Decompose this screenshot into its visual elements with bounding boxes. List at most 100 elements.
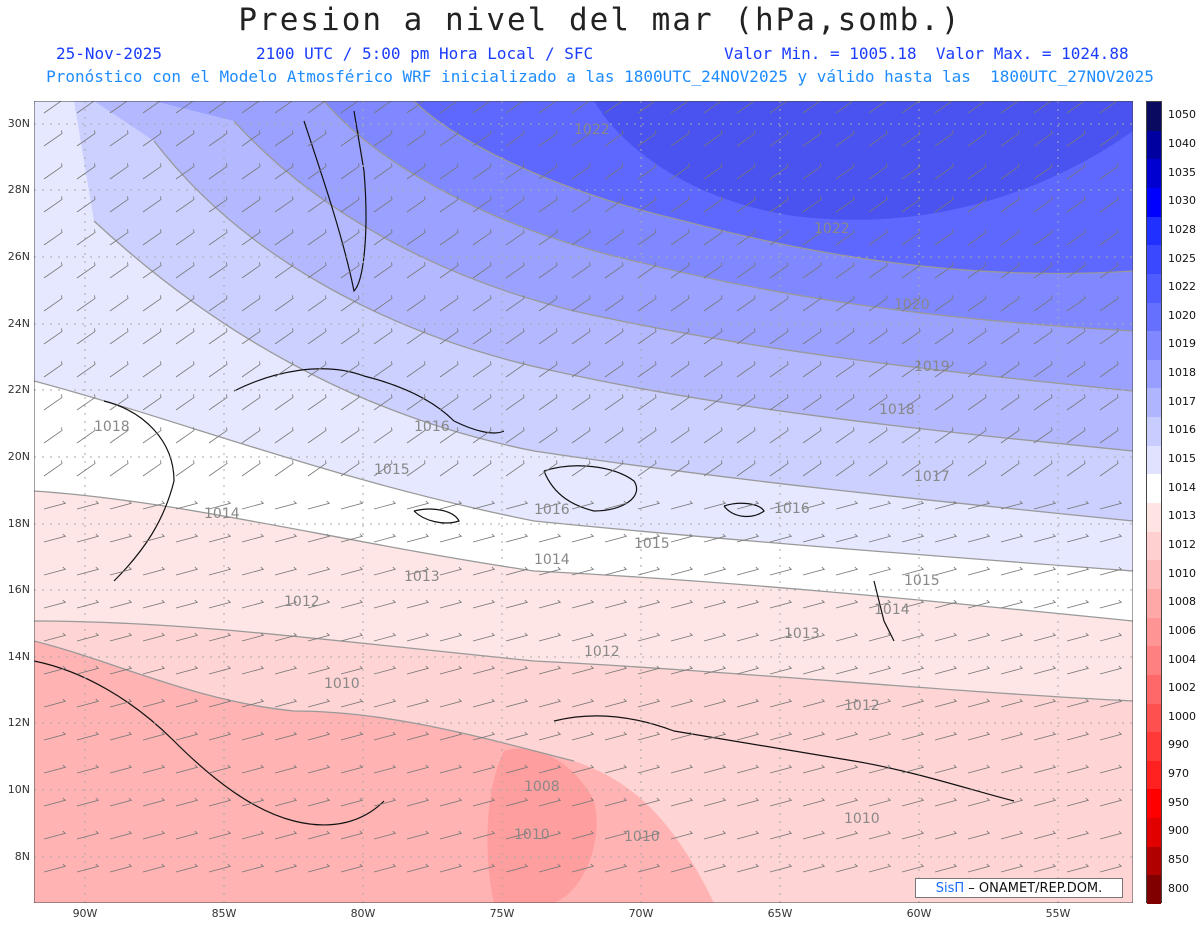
wind-barb	[373, 394, 393, 411]
colorbar-segment	[1147, 130, 1161, 160]
wind-barb	[1066, 229, 1086, 246]
wind-barb	[76, 163, 96, 180]
wind-barb	[472, 101, 491, 114]
wind-barb	[802, 328, 822, 345]
lon-label: 70W	[628, 907, 654, 920]
wind-barb	[637, 500, 661, 510]
wind-barb	[439, 764, 463, 774]
wind-barb	[967, 830, 991, 840]
wind-barb	[439, 427, 459, 444]
contour-label: 1022	[574, 122, 610, 138]
wind-barb	[109, 295, 129, 312]
contour-label: 1010	[514, 827, 550, 843]
wind-barb	[1099, 262, 1119, 279]
wind-barb	[1066, 361, 1086, 378]
wind-barb	[241, 533, 265, 543]
wind-barb	[76, 599, 100, 609]
wind-barb	[1033, 163, 1053, 180]
wind-barb	[406, 599, 430, 609]
wind-barb	[406, 533, 430, 543]
colorbar-segment	[1147, 846, 1161, 876]
wind-barb	[901, 163, 921, 180]
wind-barb	[670, 361, 690, 378]
wind-barb	[241, 361, 261, 378]
wind-barb	[307, 797, 331, 807]
wind-barb	[1000, 731, 1024, 741]
wind-barb	[703, 295, 723, 312]
wind-barb	[604, 295, 624, 312]
wind-barb	[241, 731, 265, 741]
wind-barb	[76, 863, 100, 873]
wind-barb	[439, 731, 463, 741]
wind-barb	[571, 698, 595, 708]
wind-barb	[76, 196, 96, 213]
wind-barb	[736, 130, 756, 147]
lat-label: 30N	[7, 117, 30, 130]
wind-barb	[967, 797, 991, 807]
wind-barb	[505, 262, 525, 279]
lon-label: 65W	[767, 907, 793, 920]
wind-barb	[703, 533, 727, 543]
wind-barb	[835, 262, 855, 279]
wind-barb	[538, 394, 558, 411]
wind-barb	[472, 665, 496, 675]
wind-barb	[109, 130, 129, 147]
wind-barb	[967, 599, 991, 609]
wind-barb	[76, 328, 96, 345]
wind-barb	[670, 731, 694, 741]
wind-barb	[868, 196, 888, 213]
wind-barb	[934, 328, 954, 345]
colorbar-segment	[1147, 760, 1161, 790]
wind-barb	[472, 830, 496, 840]
wind-barb	[901, 101, 920, 114]
wind-barb	[835, 196, 855, 213]
wind-barb	[703, 394, 723, 411]
wind-barb	[538, 533, 562, 543]
wind-barb	[571, 130, 591, 147]
wind-barb	[505, 229, 525, 246]
wind-barb	[736, 394, 756, 411]
colorbar-segment	[1147, 273, 1161, 303]
colorbar	[1146, 101, 1162, 905]
wind-barb	[604, 130, 624, 147]
wind-barb	[373, 665, 397, 675]
wind-barb	[1099, 731, 1123, 741]
contour-label: 1012	[844, 698, 880, 714]
contour-label: 1018	[879, 402, 915, 418]
wind-barb	[604, 196, 624, 213]
wind-barb	[175, 632, 199, 642]
wind-barb	[340, 361, 360, 378]
wind-barb	[835, 863, 859, 873]
wind-barb	[142, 500, 166, 510]
wind-barb	[142, 863, 166, 873]
wind-barb	[703, 665, 727, 675]
wind-barb	[439, 229, 459, 246]
wind-barb	[76, 394, 96, 411]
wind-barb	[142, 731, 166, 741]
wind-barb	[769, 863, 793, 873]
wind-barb	[274, 797, 298, 807]
wind-barb	[802, 196, 822, 213]
wind-barb	[1000, 698, 1024, 708]
wind-barb	[1000, 830, 1024, 840]
wind-barb	[637, 665, 661, 675]
wind-barb	[868, 460, 888, 477]
wind-barb	[901, 764, 925, 774]
wind-barb	[109, 665, 133, 675]
lat-label: 22N	[7, 383, 30, 396]
wind-barb	[439, 328, 459, 345]
wind-barb	[802, 731, 826, 741]
wind-barb	[142, 632, 166, 642]
wind-barb	[241, 863, 265, 873]
lat-label: 26N	[7, 250, 30, 263]
wind-barb	[967, 130, 987, 147]
wind-barb	[967, 101, 986, 114]
wind-barb	[43, 394, 63, 411]
wind-barb	[604, 665, 628, 675]
wind-barb	[934, 130, 954, 147]
grid-lines	[34, 101, 1133, 903]
wind-barb	[1000, 533, 1024, 543]
wind-barb	[934, 229, 954, 246]
wind-barb	[208, 665, 232, 675]
wind-barb	[142, 830, 166, 840]
